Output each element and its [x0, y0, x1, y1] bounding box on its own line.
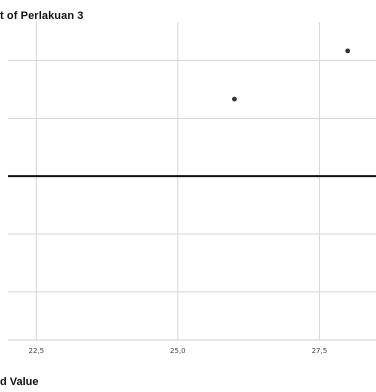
points-layer: [232, 48, 351, 102]
chart-title: t of Perlakuan 3: [0, 10, 84, 22]
x-tick-label-1: 22,5: [29, 347, 45, 355]
data-point-1: [232, 96, 237, 102]
ticks-layer: 22,5 25,0 27,5: [29, 347, 328, 355]
data-point-2: [345, 48, 351, 54]
x-tick-label-2: 25,0: [170, 347, 186, 355]
grid-layer: [8, 22, 376, 341]
x-tick-label-3: 27,5: [312, 347, 328, 355]
x-axis-label: d Value: [0, 376, 39, 388]
